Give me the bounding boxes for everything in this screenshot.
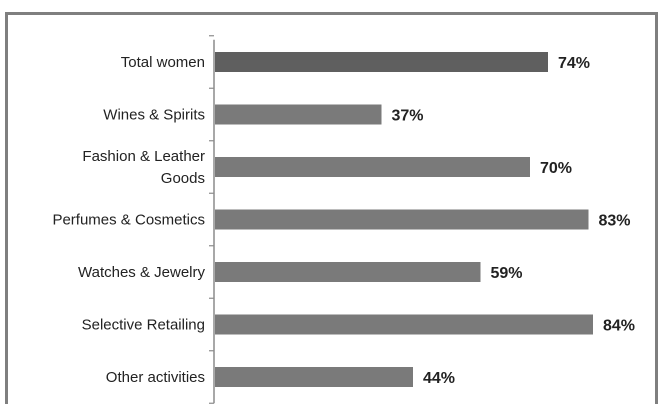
y-tick-label-line: Goods [161,170,205,187]
y-tick-label: Perfumes & Cosmetics [52,212,205,229]
bar [215,367,413,387]
data-label: 84% [603,318,635,335]
bar [215,157,530,177]
y-tick-label: Fashion & Leather Goods [82,148,205,187]
bar [215,314,593,335]
y-tick-label-line: Total women [121,54,205,71]
data-label: 37% [392,108,424,125]
y-tick-label-line: Selective Retailing [82,317,205,334]
data-label: 44% [423,370,455,387]
y-tick-label-line: Fashion & Leather [82,148,205,165]
y-tick-label-line: Other activities [106,369,205,386]
bar [215,262,481,282]
y-tick-label-line: Watches & Jewelry [78,264,205,281]
y-tick-label: Other activities [106,369,205,386]
data-label: 74% [558,55,590,72]
bar-chart: 74% Total women 37% Wines & Spirits 70% Fashi… [52,35,635,404]
data-label: 83% [599,213,631,230]
bar [215,104,382,125]
y-tick-label: Total women [121,54,205,71]
y-tick-label: Watches & Jewelry [78,264,205,281]
y-tick-label: Wines & Spirits [103,107,205,124]
y-tick-label-line: Wines & Spirits [103,107,205,124]
chart-frame: 74% Total women 37% Wines & Spirits 70% Fashi… [5,12,658,404]
bar [215,209,589,230]
bar [215,52,548,72]
data-label: 59% [491,265,523,282]
y-tick-label: Selective Retailing [82,317,205,334]
y-tick-label-line: Perfumes & Cosmetics [52,212,205,229]
data-label: 70% [540,160,572,177]
